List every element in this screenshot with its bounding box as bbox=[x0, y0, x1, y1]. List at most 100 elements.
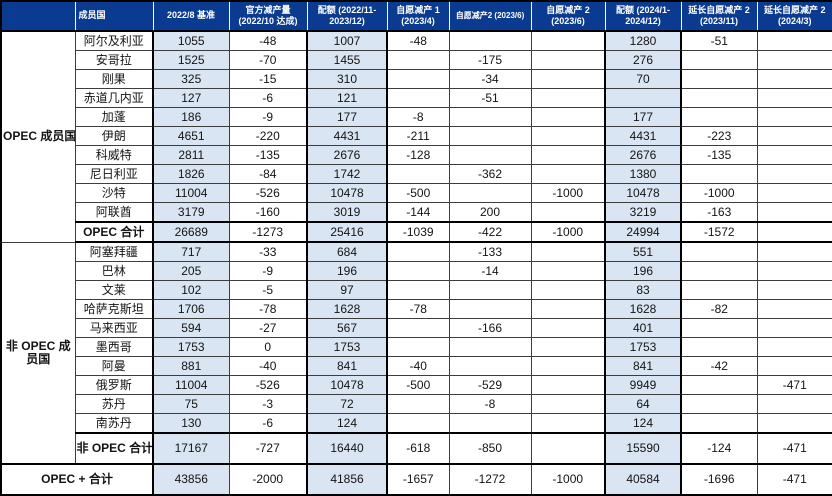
value-cell bbox=[756, 318, 832, 338]
value-cell: 4651 bbox=[152, 126, 230, 146]
value-cell: 4431 bbox=[604, 126, 682, 146]
value-cell: 2811 bbox=[152, 145, 230, 165]
value-cell: -471 bbox=[756, 432, 832, 465]
value-cell: 1753 bbox=[152, 337, 230, 357]
value-cell: -133 bbox=[448, 241, 532, 262]
value-cell bbox=[756, 241, 832, 262]
value-cell bbox=[530, 145, 606, 165]
value-cell: -1039 bbox=[386, 221, 450, 243]
value-cell bbox=[530, 280, 606, 300]
value-cell: 121 bbox=[306, 88, 388, 108]
value-cell: 124 bbox=[604, 413, 682, 434]
row-label-cell: 刚果 bbox=[74, 69, 154, 89]
value-cell: -362 bbox=[448, 164, 532, 184]
row-label-cell: 非 OPEC 合计 bbox=[74, 432, 154, 465]
value-cell: -15 bbox=[228, 69, 308, 89]
value-cell: -529 bbox=[448, 375, 532, 395]
value-cell bbox=[756, 126, 832, 146]
row-label-cell: 阿尔及利亚 bbox=[74, 30, 154, 51]
value-cell: -40 bbox=[228, 356, 308, 376]
value-cell: 10478 bbox=[604, 183, 682, 203]
value-cell: -128 bbox=[386, 145, 450, 165]
value-cell bbox=[530, 394, 606, 414]
table-row: 刚果 325 -15 310 -34 70 bbox=[1, 69, 832, 89]
table-row: 哈萨克斯坦 1706 -78 1628 -78 1628 -82 bbox=[1, 299, 832, 319]
header-cell-7: 延长自愿减产 2 (2023/11) bbox=[680, 0, 758, 32]
value-cell: 130 bbox=[152, 413, 230, 434]
value-cell: 11004 bbox=[152, 183, 230, 203]
value-cell: 401 bbox=[604, 318, 682, 338]
value-cell bbox=[530, 337, 606, 357]
value-cell: 310 bbox=[306, 69, 388, 89]
value-cell: 1380 bbox=[604, 164, 682, 184]
value-cell bbox=[680, 107, 758, 127]
value-cell: 1753 bbox=[604, 337, 682, 357]
value-cell: 15590 bbox=[604, 432, 682, 465]
table-row: OPEC 成员国 阿尔及利亚 1055 -48 1007 -48 1280 -51 bbox=[0, 30, 832, 243]
value-cell: 325 bbox=[152, 69, 230, 89]
value-cell: 1628 bbox=[306, 299, 388, 319]
value-cell: 717 bbox=[152, 241, 230, 262]
value-cell bbox=[756, 221, 832, 243]
row-label-cell: 阿联酋 bbox=[74, 202, 154, 223]
value-cell: -82 bbox=[680, 299, 758, 319]
value-cell bbox=[680, 318, 758, 338]
value-cell: -14 bbox=[448, 261, 532, 281]
value-cell bbox=[530, 318, 606, 338]
value-cell: -40 bbox=[386, 356, 450, 376]
table-row: 伊朗 4651 -220 4431 -211 4431 -223 bbox=[1, 126, 832, 146]
value-cell: 41856 bbox=[306, 463, 388, 496]
value-cell: -1572 bbox=[680, 221, 758, 243]
value-cell bbox=[530, 69, 606, 89]
value-cell: -500 bbox=[386, 183, 450, 203]
value-cell: 1055 bbox=[152, 30, 230, 51]
value-cell bbox=[530, 202, 606, 223]
value-cell bbox=[756, 69, 832, 89]
value-cell: 1628 bbox=[604, 299, 682, 319]
value-cell: 10478 bbox=[306, 183, 388, 203]
value-cell: 26689 bbox=[152, 221, 230, 243]
value-cell: -6 bbox=[228, 88, 308, 108]
value-cell: 276 bbox=[604, 50, 682, 70]
value-cell: 196 bbox=[306, 261, 388, 281]
value-cell: 64 bbox=[604, 394, 682, 414]
value-cell: -33 bbox=[228, 241, 308, 262]
table-row: 非 OPEC 成员国 阿塞拜疆 717 -33 684 -133 551 bbox=[0, 241, 832, 465]
value-cell: -42 bbox=[680, 356, 758, 376]
value-cell: 205 bbox=[152, 261, 230, 281]
value-cell: 10478 bbox=[306, 375, 388, 395]
value-cell: -220 bbox=[228, 126, 308, 146]
value-cell bbox=[680, 164, 758, 184]
value-cell bbox=[530, 126, 606, 146]
row-label-cell: 伊朗 bbox=[74, 126, 154, 146]
header-cell-0: 2022/8 基准 bbox=[152, 0, 230, 32]
value-cell bbox=[680, 375, 758, 395]
value-cell: 186 bbox=[152, 107, 230, 127]
value-cell: 841 bbox=[306, 356, 388, 376]
value-cell: 40584 bbox=[604, 463, 682, 496]
value-cell: -1273 bbox=[228, 221, 308, 243]
table-row: 沙特 11004 -526 10478 -500 -1000 10478 -1000 bbox=[1, 183, 832, 203]
value-cell: -135 bbox=[680, 145, 758, 165]
value-cell: -526 bbox=[228, 183, 308, 203]
value-cell: -70 bbox=[228, 50, 308, 70]
group-cell-0: OPEC 成员国 bbox=[0, 30, 76, 243]
value-cell: -135 bbox=[228, 145, 308, 165]
value-cell: -48 bbox=[228, 30, 308, 51]
value-cell bbox=[530, 107, 606, 127]
row-label-cell: 俄罗斯 bbox=[74, 375, 154, 395]
value-cell bbox=[530, 241, 606, 262]
table-row: 文莱 102 -5 97 83 bbox=[1, 280, 832, 300]
row-label-cell: OPEC + 合计 bbox=[0, 463, 154, 496]
value-cell bbox=[530, 299, 606, 319]
value-cell: 3179 bbox=[152, 202, 230, 223]
header-cell-4: 自愿减产2 (2023/6) bbox=[448, 0, 532, 32]
value-cell bbox=[756, 183, 832, 203]
table-row: 墨西哥 1753 0 1753 1753 bbox=[1, 337, 832, 357]
value-cell: 1280 bbox=[604, 30, 682, 51]
value-cell: -27 bbox=[228, 318, 308, 338]
value-cell bbox=[448, 107, 532, 127]
value-cell: -526 bbox=[228, 375, 308, 395]
value-cell bbox=[530, 356, 606, 376]
value-cell bbox=[448, 30, 532, 51]
